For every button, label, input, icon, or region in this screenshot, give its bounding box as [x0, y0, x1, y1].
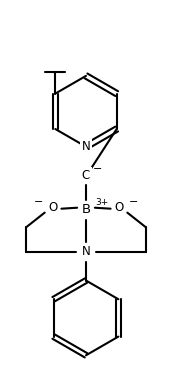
Text: −: −	[34, 197, 44, 207]
Text: C: C	[82, 169, 90, 182]
Text: 3+: 3+	[95, 198, 108, 207]
Text: B: B	[81, 203, 91, 216]
Text: N: N	[82, 245, 90, 258]
Text: O: O	[115, 201, 124, 214]
Text: −: −	[128, 197, 138, 207]
Text: N: N	[82, 140, 90, 153]
Text: O: O	[48, 201, 57, 214]
Text: −: −	[93, 164, 103, 174]
